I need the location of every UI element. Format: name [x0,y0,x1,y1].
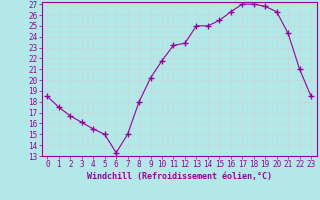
X-axis label: Windchill (Refroidissement éolien,°C): Windchill (Refroidissement éolien,°C) [87,172,272,181]
